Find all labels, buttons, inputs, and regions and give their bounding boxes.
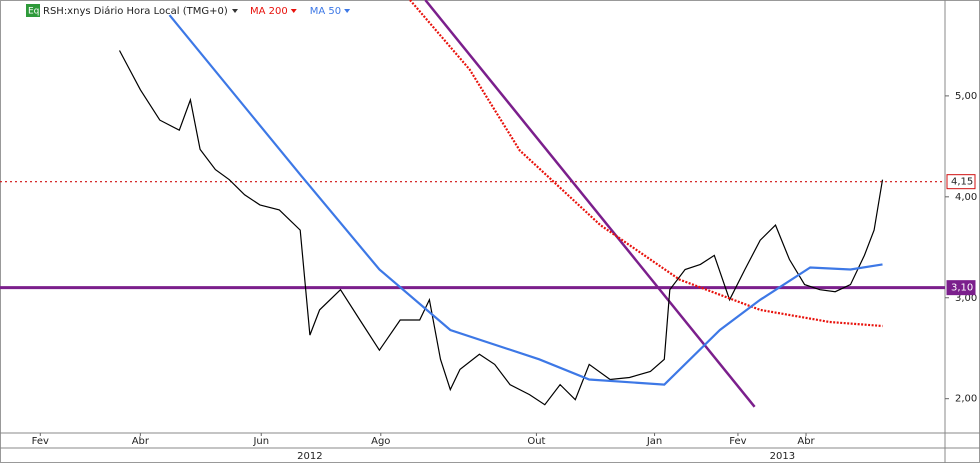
- legend-arrow: [232, 9, 238, 13]
- legend-arrow: [344, 9, 351, 13]
- legend-label[interactable]: MA 50: [310, 6, 341, 17]
- chart-title[interactable]: RSH:xnys Diário Hora Local (TMG+0): [43, 5, 228, 17]
- y-tick-label: 3,00: [955, 293, 977, 304]
- series-line: [118, 50, 884, 406]
- y-tick-label: 2,00: [955, 394, 977, 405]
- x-tick-label: Fev: [729, 436, 746, 447]
- y-tick-label: 4,00: [955, 192, 977, 203]
- badge: [26, 4, 40, 17]
- legend-arrow: [290, 9, 297, 13]
- x-tick-label: Out: [527, 436, 545, 447]
- trendline: [424, 0, 756, 408]
- x-tick-label: Abr: [797, 436, 815, 447]
- series-line: [409, 0, 883, 328]
- x-tick-label: Ago: [371, 436, 390, 447]
- x-tick-label: Fev: [32, 436, 49, 447]
- series-line: [168, 14, 883, 386]
- level-box: [946, 174, 976, 190]
- legend-label[interactable]: MA 200: [250, 6, 288, 17]
- x-tick-label: Abr: [132, 436, 150, 447]
- year-label: 2012: [297, 451, 322, 462]
- badge-text: Eq: [28, 7, 39, 17]
- x-tick-label: Jun: [252, 436, 269, 447]
- year-label: 2013: [770, 451, 795, 462]
- level-label: 4,15: [951, 177, 973, 188]
- y-tick-label: 5,00: [955, 91, 977, 102]
- level-label: 3,10: [951, 283, 973, 294]
- x-tick-label: Jan: [646, 436, 662, 447]
- level-box: [946, 280, 976, 296]
